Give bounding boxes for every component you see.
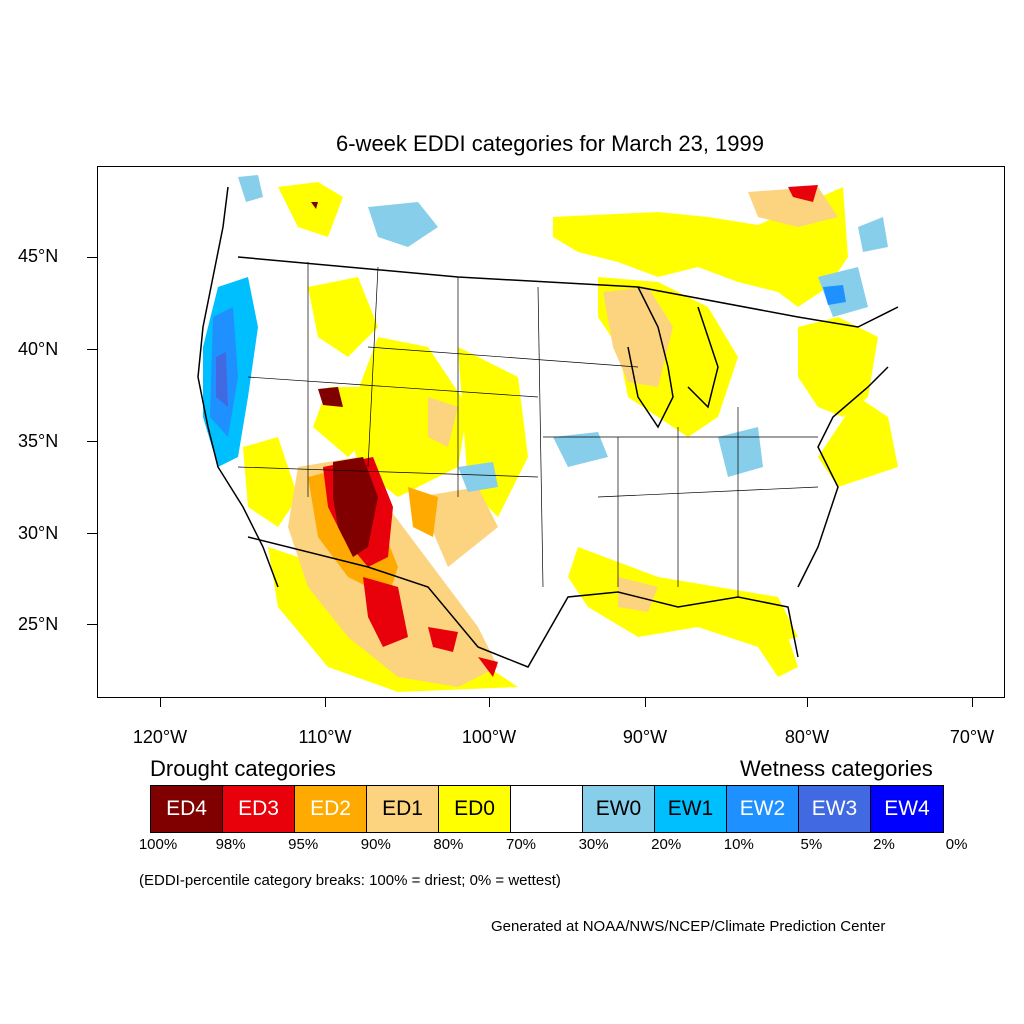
wetness-heading: Wetness categories <box>740 756 933 781</box>
lon-label-70: 70°W <box>949 727 995 747</box>
legend-cell: ED4 <box>151 786 223 832</box>
legend-cell: ED3 <box>223 786 295 832</box>
legend-break-label: 90% <box>360 836 391 853</box>
y-tick <box>87 441 97 442</box>
credit-line: Generated at NOAA/NWS/NCEP/Climate Predi… <box>491 918 886 935</box>
ew-regions <box>203 175 888 492</box>
lon-label-90: 90°W <box>622 727 668 747</box>
x-tick <box>489 697 490 707</box>
legend-colorbar: ED4 ED3 ED2 ED1 ED0 EW0 EW1 EW2 EW3 EW4 <box>150 785 944 833</box>
lon-label-80: 80°W <box>784 727 830 747</box>
lon-label-100: 100°W <box>461 727 517 747</box>
legend-cell: ED0 <box>439 786 511 832</box>
lat-label-45: 45°N <box>18 246 59 266</box>
drought-heading: Drought categories <box>150 756 336 781</box>
lat-label-40: 40°N <box>18 339 59 359</box>
legend-break-label: 95% <box>288 836 319 853</box>
x-tick <box>807 697 808 707</box>
x-tick <box>325 697 326 707</box>
legend-cell: ED1 <box>367 786 439 832</box>
legend-cell: EW2 <box>727 786 799 832</box>
eddi-map <box>197 175 899 692</box>
lat-label-30: 30°N <box>18 523 59 543</box>
legend-cell <box>511 786 583 832</box>
map-title: 6-week EDDI categories for March 23, 199… <box>336 131 764 156</box>
legend-break-label: 2% <box>873 836 895 853</box>
state-lines <box>237 262 819 597</box>
lon-label-120: 120°W <box>132 727 188 747</box>
legend-break-label: 100% <box>138 836 178 853</box>
y-tick <box>87 349 97 350</box>
legend-note: (EDDI-percentile category breaks: 100% =… <box>139 872 561 889</box>
legend-break-label: 10% <box>723 836 754 853</box>
x-tick <box>645 697 646 707</box>
legend-cell: EW1 <box>655 786 727 832</box>
ed0-regions <box>243 182 898 692</box>
legend-cell: EW4 <box>871 786 943 832</box>
legend-break-label: 80% <box>433 836 464 853</box>
boundaries <box>197 186 899 668</box>
y-tick <box>87 533 97 534</box>
legend-break-label: 0% <box>945 836 968 853</box>
legend-cell: ED2 <box>295 786 367 832</box>
legend-break-label: 70% <box>505 836 537 853</box>
map-area <box>97 166 1005 698</box>
y-tick <box>87 624 97 625</box>
legend-break-label: 5% <box>800 836 823 853</box>
legend-break-label: 20% <box>651 836 682 853</box>
legend-cell: EW3 <box>799 786 871 832</box>
y-tick <box>87 257 97 258</box>
legend-break-label: 98% <box>215 836 246 853</box>
x-tick <box>160 697 161 707</box>
x-tick <box>972 697 973 707</box>
legend-break-label: 30% <box>578 836 609 853</box>
lat-label-25: 25°N <box>18 614 59 634</box>
ed4-regions <box>311 202 378 557</box>
lon-label-110: 110°W <box>298 727 352 747</box>
legend-cell: EW0 <box>583 786 655 832</box>
lat-label-35: 35°N <box>18 431 59 451</box>
